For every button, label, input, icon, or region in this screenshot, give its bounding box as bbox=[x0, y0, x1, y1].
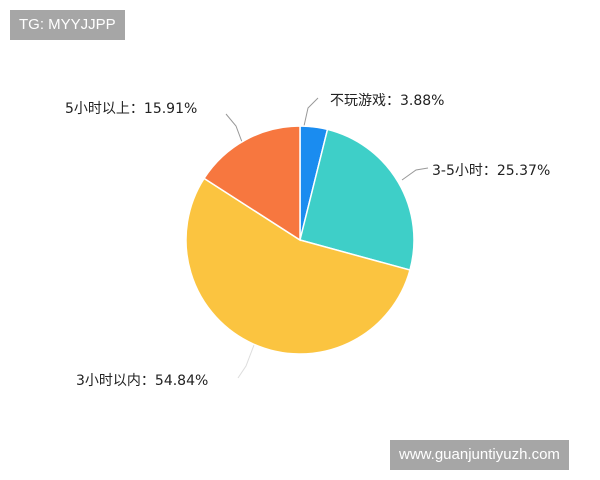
leader-line-2 bbox=[237, 344, 255, 379]
slice-label-0: 不玩游戏：3.88% bbox=[330, 93, 445, 109]
watermark-top-left: TG: MYYJJPP bbox=[10, 10, 125, 40]
slice-label-1: 3-5小时：25.37% bbox=[432, 163, 551, 179]
leader-line-0 bbox=[303, 97, 319, 127]
pie-slice-3 bbox=[203, 125, 301, 242]
watermark-bottom-right: www.guanjuntiyuzh.com bbox=[390, 440, 569, 470]
slice-label-3: 5小时以上：15.91% bbox=[65, 101, 198, 117]
leader-line-1 bbox=[401, 167, 429, 181]
slice-label-2: 3小时以内：54.84% bbox=[76, 373, 209, 389]
pie-slice-2 bbox=[185, 177, 411, 355]
pie-slice-1 bbox=[299, 128, 415, 272]
